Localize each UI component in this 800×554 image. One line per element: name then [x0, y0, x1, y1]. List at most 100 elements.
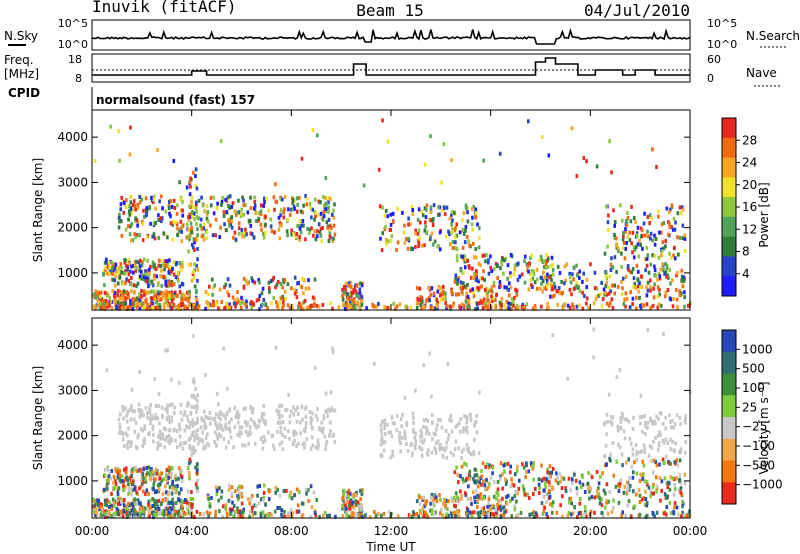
velocity-echo — [163, 509, 167, 514]
power-echo — [109, 299, 113, 304]
velocity-echo — [126, 446, 129, 450]
velocity-echo — [230, 494, 234, 499]
power-echo — [646, 229, 649, 234]
velocity-echo — [447, 499, 450, 504]
velocity-echo — [164, 437, 167, 442]
velocity-echo — [322, 416, 326, 421]
velocity-echo — [504, 509, 508, 514]
power-echo — [358, 287, 362, 292]
velocity-colorbar-swatch — [722, 438, 736, 461]
velocity-echo — [119, 430, 122, 435]
power-echo — [355, 283, 359, 288]
power-echo — [471, 266, 474, 271]
velocity-echo — [655, 463, 659, 468]
power-echo — [481, 276, 484, 281]
velocity-echo — [433, 496, 436, 501]
velocity-echo — [133, 467, 136, 472]
velocity-echo — [135, 490, 138, 495]
velocity-echo — [426, 515, 430, 519]
power-colorbar-swatch — [722, 216, 736, 238]
velocity-colorbar-label: Velocity [m s⁻¹] — [757, 381, 771, 474]
power-echo — [558, 290, 562, 295]
power-echo — [545, 276, 548, 281]
velocity-echo — [331, 408, 334, 412]
power-ytick-label: 2000 — [57, 221, 88, 235]
velocity-echo — [198, 512, 202, 516]
power-echo — [550, 286, 554, 291]
power-echo — [181, 213, 184, 218]
power-echo — [503, 303, 507, 308]
velocity-echo — [531, 464, 535, 469]
velocity-echo — [379, 442, 383, 447]
power-echo — [321, 217, 325, 222]
power-echo — [113, 278, 117, 283]
power-echo — [125, 277, 128, 282]
power-echo — [111, 272, 114, 277]
power-echo — [101, 303, 105, 308]
power-echo — [506, 263, 510, 268]
velocity-echo — [391, 453, 395, 458]
power-echo — [546, 265, 550, 269]
velocity-echo — [106, 467, 110, 472]
power-echo — [194, 206, 198, 211]
power-echo — [144, 196, 148, 201]
power-echo — [292, 231, 295, 236]
power-echo — [196, 257, 199, 262]
velocity-echo — [665, 454, 668, 459]
power-echo — [350, 304, 353, 309]
velocity-echo — [134, 465, 138, 470]
power-echo — [190, 200, 193, 205]
power-echo — [257, 297, 261, 302]
power-echo — [192, 303, 195, 308]
power-echo — [188, 292, 191, 297]
velocity-echo — [147, 499, 151, 504]
velocity-echo — [140, 510, 143, 515]
velocity-echo — [193, 405, 197, 410]
velocity-echo — [130, 508, 134, 513]
velocity-echo — [179, 514, 183, 519]
velocity-echo — [107, 474, 111, 479]
power-echo — [138, 200, 142, 205]
velocity-echo — [253, 441, 257, 446]
power-echo — [499, 303, 503, 308]
power-echo — [646, 288, 650, 293]
velocity-echo — [405, 420, 408, 425]
velocity-echo — [309, 484, 313, 489]
power-echo — [204, 306, 207, 311]
velocity-echo — [262, 496, 265, 500]
x-tick-label: 00:00 — [673, 524, 708, 538]
power-echo — [675, 273, 678, 278]
power-echo — [194, 297, 198, 302]
velocity-echo — [457, 514, 461, 519]
power-echo — [205, 217, 209, 221]
power-echo — [296, 281, 299, 286]
velocity-echo — [172, 506, 176, 511]
power-echo — [314, 197, 317, 202]
velocity-echo — [517, 486, 521, 491]
velocity-echo — [230, 509, 233, 514]
velocity-echo — [133, 409, 136, 414]
power-echo — [565, 262, 568, 267]
power-echo — [432, 217, 435, 222]
power-echo — [324, 201, 328, 206]
velocity-echo — [273, 447, 276, 452]
power-echo — [459, 268, 463, 273]
velocity-echo — [219, 426, 223, 431]
power-echo — [237, 198, 240, 203]
power-echo — [176, 276, 179, 281]
velocity-echo — [142, 509, 145, 514]
power-echo — [161, 295, 164, 300]
power-echo — [325, 220, 329, 225]
velocity-echo — [464, 491, 467, 496]
velocity-echo — [295, 419, 299, 424]
velocity-echo — [545, 492, 548, 497]
velocity-echo — [643, 502, 647, 507]
velocity-echo — [445, 455, 449, 460]
power-echo — [186, 290, 189, 295]
velocity-echo — [639, 421, 642, 426]
power-echo — [317, 199, 321, 204]
velocity-echo — [346, 505, 349, 510]
power-echo — [175, 211, 179, 216]
velocity-echo — [121, 437, 125, 442]
velocity-echo — [250, 509, 254, 514]
